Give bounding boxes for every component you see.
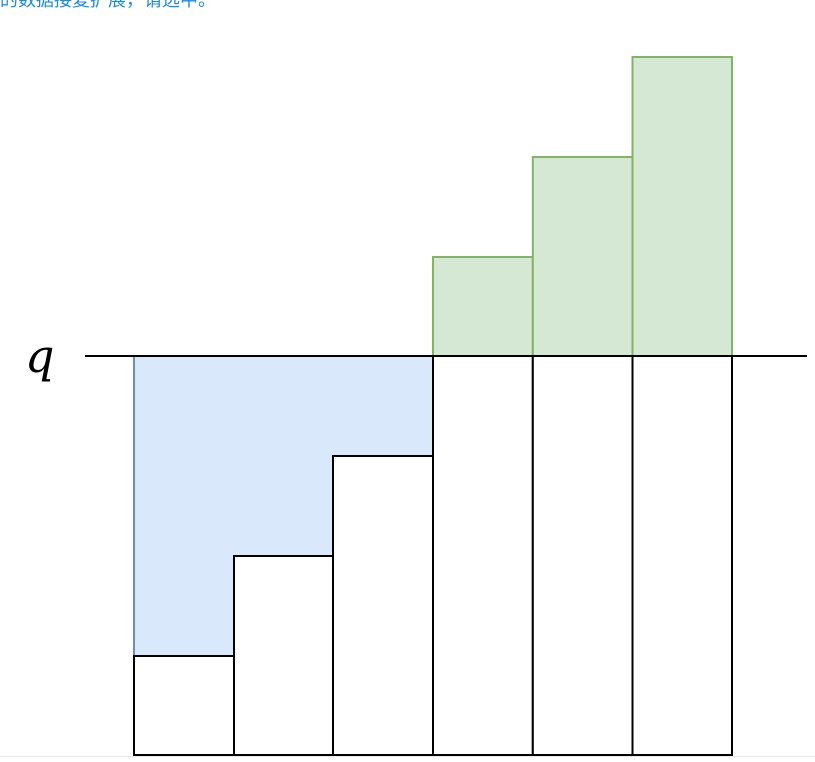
bar-3	[332, 455, 434, 756]
bar-1	[133, 655, 235, 756]
blue-deficit-region	[134, 356, 433, 656]
bar-4-lower	[432, 355, 534, 756]
green-excess-bar-4	[432, 256, 534, 357]
q-label: q	[25, 329, 54, 383]
bottom-divider	[0, 756, 815, 757]
green-excess-bar-6	[631, 56, 733, 357]
bar-5-lower	[531, 355, 634, 756]
green-excess-bar-5	[531, 156, 634, 357]
bar-2	[233, 555, 334, 756]
truncated-top-link[interactable]: 的数据接复扩展，请选中。	[0, 0, 216, 11]
bar-6-lower	[631, 355, 733, 756]
diagram-layer: q	[25, 56, 807, 756]
